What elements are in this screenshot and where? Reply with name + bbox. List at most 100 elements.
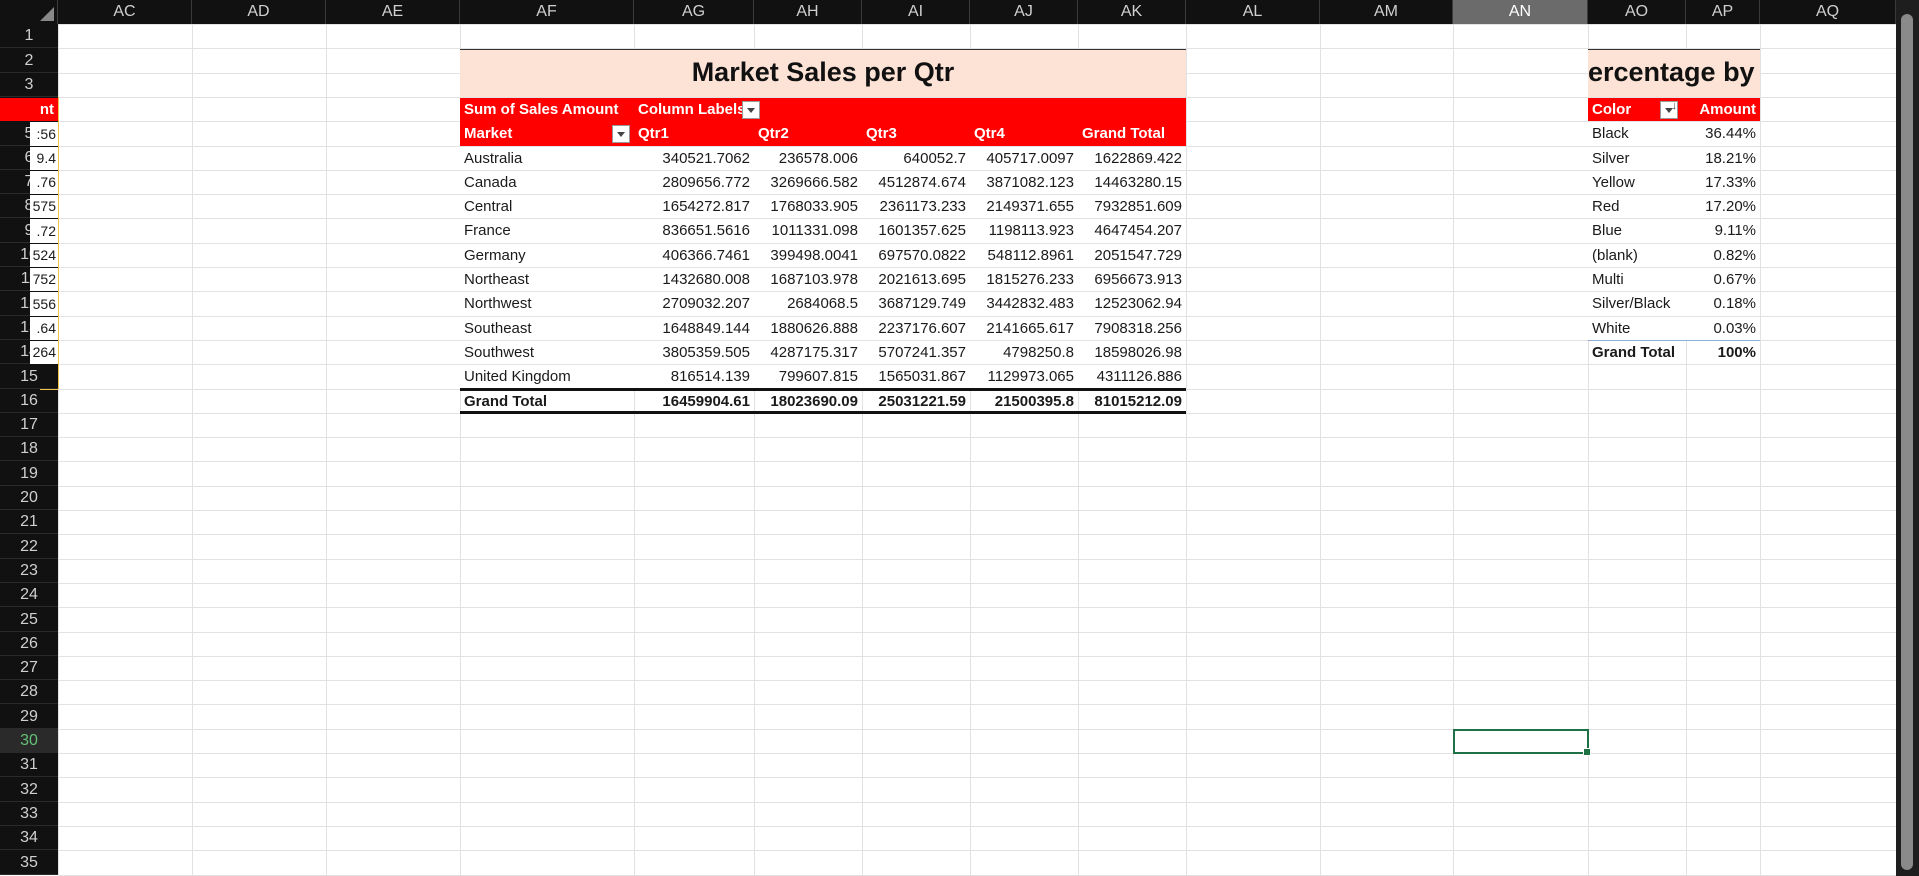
- scrollbar-thumb[interactable]: [1901, 14, 1913, 870]
- grid-hline: [58, 680, 1896, 681]
- pivot-value-total: 1622869.422: [1094, 150, 1182, 167]
- row-header-24[interactable]: 24: [0, 583, 58, 607]
- grid-vline: [326, 24, 327, 876]
- left-pivot-border: [58, 97, 59, 389]
- column-header-ac[interactable]: AC: [58, 0, 192, 24]
- pivot-row: [460, 317, 1186, 340]
- pivot-title-band: [460, 49, 1186, 97]
- pivot-value-total: 12523062.94: [1094, 295, 1182, 312]
- grid-hline: [58, 97, 1896, 98]
- active-cell-selection[interactable]: [1453, 729, 1591, 756]
- pivot-row: [460, 195, 1186, 218]
- vertical-scrollbar[interactable]: [1896, 0, 1919, 876]
- column-header-ae[interactable]: AE: [326, 0, 460, 24]
- pivot-value-q3: 3687129.749: [878, 295, 966, 312]
- column-header-ah[interactable]: AH: [754, 0, 862, 24]
- pivot-value-q2: 3269666.582: [770, 174, 858, 191]
- row-header-28[interactable]: 28: [0, 680, 58, 704]
- column-header-al[interactable]: AL: [1186, 0, 1320, 24]
- grid-vline: [1453, 24, 1454, 876]
- color-row: [1588, 195, 1760, 218]
- pivot-value-q1: 1432680.008: [662, 271, 750, 288]
- pivot-value-q2: 1011331.098: [771, 222, 858, 239]
- row-header-20[interactable]: 20: [0, 486, 58, 510]
- row-header-25[interactable]: 25: [0, 607, 58, 632]
- pivot-title: Market Sales per Qtr: [691, 57, 955, 87]
- column-header-aj[interactable]: AJ: [970, 0, 1078, 24]
- row-header-16[interactable]: 16: [0, 389, 58, 413]
- column-header-af[interactable]: AF: [460, 0, 634, 24]
- grid-vline: [1320, 24, 1321, 876]
- row-header-35[interactable]: 35: [0, 850, 58, 875]
- color-grand-total-amount: 100%: [1717, 344, 1756, 361]
- grand-total-label: Grand Total: [464, 393, 548, 410]
- pivot-row: [460, 171, 1186, 194]
- pivot-value-q2: 2684068.5: [787, 295, 858, 312]
- grid-hline: [58, 364, 1896, 365]
- row-header-21[interactable]: 21: [0, 510, 58, 534]
- column-header-an[interactable]: AN: [1453, 0, 1588, 24]
- grid-vline: [970, 24, 971, 876]
- row-header-2[interactable]: 2: [0, 48, 58, 73]
- grid-hline: [58, 753, 1896, 754]
- grid-vline: [1760, 24, 1761, 876]
- row-header-3[interactable]: 3: [0, 73, 58, 97]
- amount-header: Amount: [1686, 98, 1760, 121]
- column-header-ao[interactable]: AO: [1588, 0, 1686, 24]
- row-header-32[interactable]: 32: [0, 777, 58, 802]
- grand-total-q1: 16459904.61: [662, 393, 750, 410]
- row-header-23[interactable]: 23: [0, 559, 58, 583]
- grid-hline: [58, 777, 1896, 778]
- grid-hline: [58, 607, 1896, 608]
- row-header-33[interactable]: 33: [0, 802, 58, 826]
- column-header-ak[interactable]: AK: [1078, 0, 1186, 24]
- row-header-18[interactable]: 18: [0, 437, 58, 461]
- grid-hline: [58, 583, 1896, 584]
- row-header-22[interactable]: 22: [0, 534, 58, 559]
- color-name: Red: [1592, 198, 1620, 215]
- row-header-19[interactable]: 19: [0, 461, 58, 486]
- pivot-value-q1: 816514.139: [670, 368, 750, 385]
- pivot-value-total: 7908318.256: [1094, 320, 1182, 337]
- market-name: Australia: [464, 150, 523, 167]
- grid-vline: [634, 24, 635, 876]
- grid-hline: [58, 48, 1896, 49]
- column-header-ag[interactable]: AG: [634, 0, 754, 24]
- column-labels-header[interactable]: Column Labels: [634, 98, 754, 121]
- pivot-value-q4: 1198113.923: [988, 222, 1074, 239]
- row-header-15[interactable]: 15: [0, 364, 58, 389]
- row-header-30[interactable]: 30: [0, 729, 58, 753]
- grid-vline: [58, 24, 59, 876]
- pivot-value-q2: 4287175.317: [770, 344, 858, 361]
- column-labels-filter-icon[interactable]: [742, 101, 760, 119]
- pivot-value-q4: 3871082.123: [986, 174, 1074, 191]
- column-header-ad[interactable]: AD: [192, 0, 326, 24]
- grid-hline: [58, 437, 1896, 438]
- select-all-corner[interactable]: [0, 0, 58, 24]
- pivot-value-q2: 1880626.888: [770, 320, 858, 337]
- row-header-34[interactable]: 34: [0, 826, 58, 850]
- row-header-1[interactable]: 1: [0, 24, 58, 48]
- grid-hline: [58, 24, 1896, 25]
- row-header-26[interactable]: 26: [0, 632, 58, 656]
- row-header-27[interactable]: 27: [0, 656, 58, 680]
- column-header-ap[interactable]: AP: [1686, 0, 1760, 24]
- column-header-am[interactable]: AM: [1320, 0, 1453, 24]
- color-name: Silver/Black: [1592, 295, 1671, 312]
- pivot-row: [460, 147, 1186, 170]
- column-header-ai[interactable]: AI: [862, 0, 970, 24]
- row-header-17[interactable]: 17: [0, 413, 58, 437]
- color-sort-filter-icon[interactable]: [1660, 100, 1678, 119]
- row-labels-header[interactable]: Market: [460, 122, 634, 146]
- market-name: Germany: [464, 247, 526, 264]
- color-row: [1588, 317, 1760, 340]
- row-header-31[interactable]: 31: [0, 753, 58, 777]
- pivot-value-q1: 340521.7062: [662, 150, 750, 167]
- pivot-value-q1: 2809656.772: [662, 174, 750, 191]
- color-amount: 0.67%: [1713, 271, 1756, 288]
- row-header-29[interactable]: 29: [0, 704, 58, 729]
- pivot-value-q3: 2361173.233: [879, 198, 966, 215]
- column-header-aq[interactable]: AQ: [1760, 0, 1896, 24]
- row-labels-filter-icon[interactable]: [612, 125, 630, 143]
